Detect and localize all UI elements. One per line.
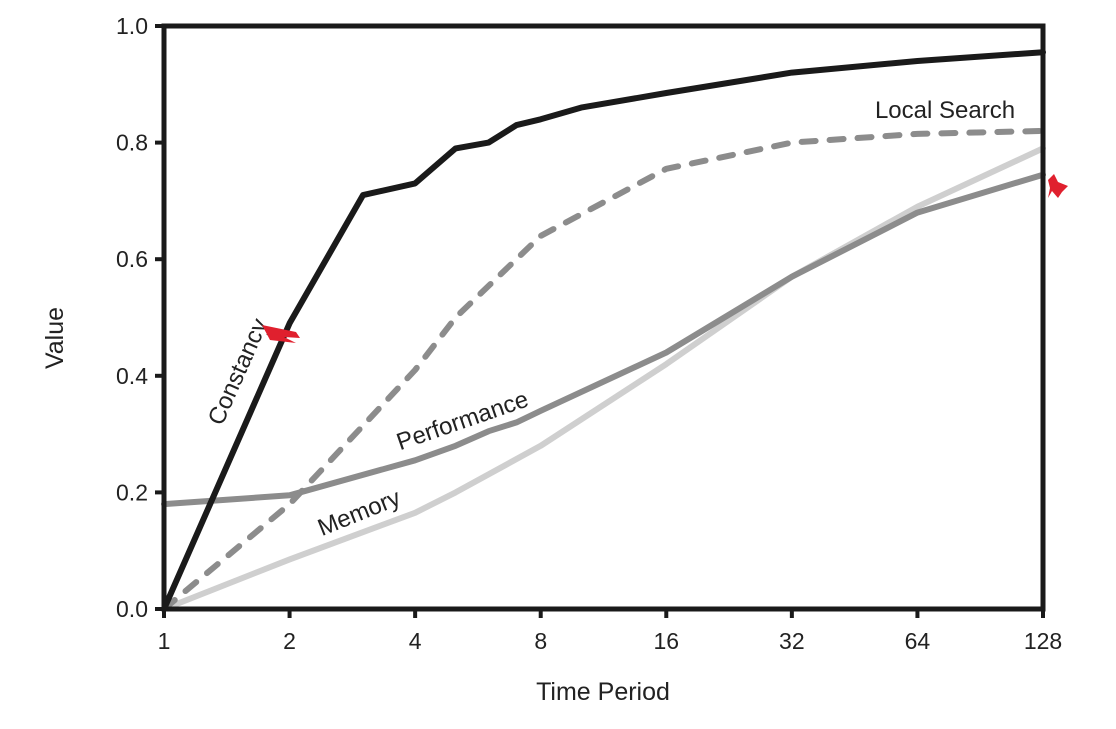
x-tick-label: 128 [1024,628,1062,654]
x-tick-label: 8 [534,628,547,654]
y-tick-label: 1.0 [116,13,148,39]
series-line-performance [161,171,1046,508]
red-annotation-mark [1048,174,1068,198]
series-label-local-search: Local Search [875,97,1015,124]
x-tick-label: 64 [905,628,931,654]
series-line-memory [161,145,1046,612]
y-tick-label: 0.2 [116,479,148,505]
series-label-constancy: Constancy [203,315,274,430]
red-annotation-mark [262,325,300,343]
x-axis-label: Time Period [536,678,670,706]
y-tick-label: 0.4 [116,363,148,389]
x-tick-label: 32 [779,628,805,654]
x-tick-label: 2 [283,628,296,654]
x-tick-label: 1 [158,628,171,654]
series-line-constancy [161,49,1046,612]
y-axis-label: Value [41,307,69,369]
plot-frame [161,23,1046,612]
series-line-local-search [161,127,1046,612]
x-tick-label: 4 [409,628,422,654]
y-tick-label: 0.8 [116,130,148,156]
y-tick-label: 0.6 [116,246,148,272]
y-tick-label: 0.0 [116,596,148,622]
x-tick-label: 16 [653,628,679,654]
